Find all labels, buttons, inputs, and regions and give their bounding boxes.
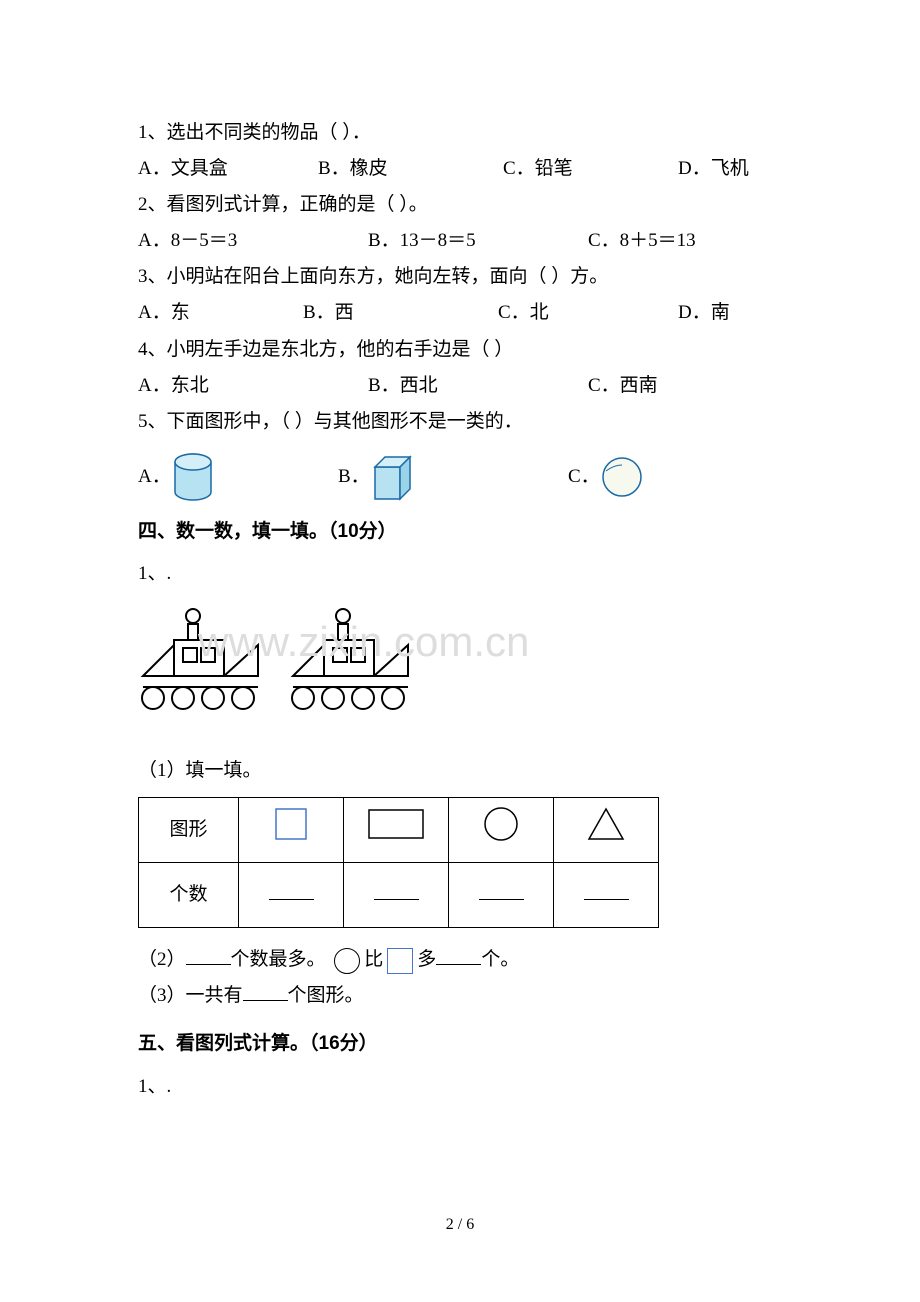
sub2-c: 比 (364, 949, 383, 970)
q5-text: 5、下面图形中，（ ）与其他图形不是一类的． (138, 404, 782, 440)
q1-text: 1、选出不同类的物品（ ）． (138, 115, 782, 151)
section4-title: 四、数一数，填一填。（10分） (138, 514, 782, 550)
section4-sub1: （1）填一填。 (138, 753, 782, 789)
table-blank-4[interactable] (554, 863, 659, 928)
q4-options: A．东北 B．西北 C．西南 (138, 368, 782, 404)
q4-text: 4、小明左手边是东北方，他的右手边是（ ） (138, 332, 782, 368)
sub2-blank1[interactable] (186, 946, 231, 965)
sub3-b: 个图形。 (288, 985, 364, 1006)
table-row2-label: 个数 (139, 863, 239, 928)
q2-opt-a: A．8－5＝3 (138, 223, 368, 259)
q1-opt-b: B．橡皮 (318, 151, 503, 187)
sub2-blank2[interactable] (436, 946, 481, 965)
inline-square-icon (387, 948, 413, 974)
q1-opt-c: C．铅笔 (503, 151, 678, 187)
table-row1-label: 图形 (139, 798, 239, 863)
page-number: 2 / 6 (0, 1210, 920, 1240)
q5-options: A． B． C． (138, 452, 782, 502)
q4-opt-b: B．西北 (368, 368, 588, 404)
table-shape-triangle (554, 798, 659, 863)
table-shape-circle (449, 798, 554, 863)
q4-opt-c: C．西南 (588, 368, 658, 404)
sub2-a: （2） (138, 949, 186, 970)
sub3-blank[interactable] (243, 982, 288, 1001)
table-shape-rect (344, 798, 449, 863)
section4-sub2: （2） 个数最多。 比 多 个。 (138, 942, 782, 978)
q5-opt-a-label: A． (138, 459, 171, 495)
q5-opt-b-label: B． (338, 459, 370, 495)
sub3-a: （3）一共有 (138, 985, 243, 1006)
q3-options: A．东 B．西 C．北 D．南 (138, 295, 782, 331)
section5-item1: 1、. (138, 1069, 782, 1105)
q4-opt-a: A．东北 (138, 368, 368, 404)
q2-text: 2、看图列式计算，正确的是（ ）。 (138, 187, 782, 223)
q1-opt-d: D．飞机 (678, 151, 749, 187)
sub2-b: 个数最多。 (231, 949, 326, 970)
table-blank-2[interactable] (344, 863, 449, 928)
q3-opt-b: B．西 (303, 295, 498, 331)
q2-opt-b: B．13－8＝5 (368, 223, 588, 259)
trains-figure: www.zixin.com.cn (138, 602, 782, 735)
sub2-d: 多 (417, 949, 436, 970)
inline-circle-icon (334, 948, 360, 974)
q3-opt-a: A．东 (138, 295, 303, 331)
q1-options: A．文具盒 B．橡皮 C．铅笔 D．飞机 (138, 151, 782, 187)
q3-opt-d: D．南 (678, 295, 730, 331)
section4-sub3: （3）一共有 个图形。 (138, 978, 782, 1014)
q5-opt-c-label: C． (568, 459, 600, 495)
q3-opt-c: C．北 (498, 295, 678, 331)
sub2-e: 个。 (481, 949, 519, 970)
q2-opt-c: C．8＋5＝13 (588, 223, 696, 259)
cylinder-icon (171, 452, 216, 502)
q3-text: 3、小明站在阳台上面向东方，她向左转，面向（ ）方。 (138, 259, 782, 295)
section4-item1: 1、. (138, 556, 782, 592)
section5-title: 五、看图列式计算。（16分） (138, 1026, 782, 1062)
table-blank-3[interactable] (449, 863, 554, 928)
q1-opt-a: A．文具盒 (138, 151, 318, 187)
table-shape-square (239, 798, 344, 863)
table-blank-1[interactable] (239, 863, 344, 928)
count-table: 图形 个数 (138, 797, 659, 928)
cuboid-icon (370, 452, 420, 502)
q2-options: A．8－5＝3 B．13－8＝5 C．8＋5＝13 (138, 223, 782, 259)
sphere-icon (600, 455, 644, 499)
